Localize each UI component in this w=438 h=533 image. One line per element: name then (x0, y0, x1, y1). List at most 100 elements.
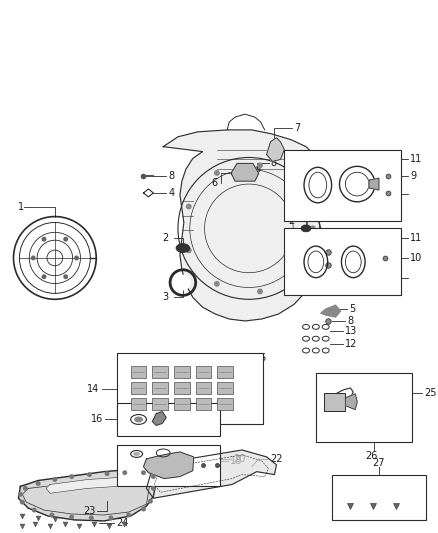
Circle shape (151, 474, 156, 479)
Bar (174, 398, 190, 409)
Circle shape (53, 477, 57, 482)
Circle shape (214, 170, 220, 176)
Circle shape (63, 237, 68, 241)
Circle shape (89, 515, 94, 520)
Bar (316, 373, 412, 442)
Circle shape (295, 266, 301, 272)
Text: 7: 7 (294, 123, 300, 133)
Text: 8: 8 (271, 158, 277, 168)
Circle shape (151, 486, 156, 491)
Circle shape (141, 470, 146, 475)
Text: 17: 17 (230, 415, 243, 424)
Polygon shape (267, 138, 284, 161)
Circle shape (148, 499, 153, 504)
Circle shape (186, 247, 192, 253)
Circle shape (18, 492, 23, 497)
Text: 1: 1 (18, 201, 25, 212)
Text: 27: 27 (373, 458, 385, 468)
Text: 21: 21 (346, 490, 358, 499)
Polygon shape (346, 394, 357, 409)
Ellipse shape (133, 452, 140, 456)
Bar (117, 403, 220, 436)
Circle shape (186, 204, 192, 209)
Text: 9: 9 (410, 171, 417, 181)
Circle shape (31, 255, 35, 261)
Bar (117, 353, 263, 424)
Text: 26: 26 (366, 451, 378, 461)
Bar (131, 382, 146, 394)
Bar (196, 382, 212, 394)
Text: 14: 14 (87, 384, 99, 394)
Circle shape (35, 481, 41, 486)
Bar (217, 382, 233, 394)
Circle shape (74, 255, 79, 261)
Bar (324, 393, 346, 410)
Text: 22: 22 (271, 454, 283, 464)
Circle shape (257, 288, 263, 294)
Text: 15: 15 (255, 353, 267, 364)
Text: 25: 25 (424, 388, 437, 398)
Circle shape (126, 513, 131, 518)
Text: 12: 12 (346, 338, 358, 349)
Bar (284, 229, 400, 295)
Circle shape (42, 237, 46, 241)
Bar (131, 398, 146, 409)
Bar (196, 366, 212, 378)
Circle shape (69, 514, 74, 520)
Text: 4: 4 (168, 188, 174, 198)
Bar (131, 366, 146, 378)
Text: 3: 3 (162, 292, 168, 302)
Bar (152, 382, 168, 394)
Bar (284, 150, 400, 221)
Text: 2: 2 (288, 215, 294, 225)
Text: 20: 20 (233, 454, 245, 464)
Polygon shape (144, 452, 194, 479)
Text: 11: 11 (410, 155, 423, 165)
Polygon shape (321, 305, 340, 317)
Bar (217, 366, 233, 378)
Polygon shape (163, 130, 324, 321)
Text: 23: 23 (83, 506, 95, 516)
Text: 8: 8 (168, 171, 174, 181)
Text: 24: 24 (116, 518, 128, 528)
Text: 12: 12 (343, 247, 355, 257)
Circle shape (310, 225, 316, 231)
Circle shape (122, 470, 127, 475)
Text: 21: 21 (185, 467, 198, 478)
Circle shape (63, 274, 68, 279)
Ellipse shape (134, 416, 143, 423)
Circle shape (175, 274, 191, 290)
Bar (152, 366, 168, 378)
Polygon shape (369, 178, 379, 190)
Text: 2: 2 (162, 233, 168, 243)
Circle shape (141, 506, 146, 512)
Polygon shape (231, 164, 259, 181)
Bar (174, 382, 190, 394)
Text: 19: 19 (192, 445, 204, 455)
Text: 6: 6 (211, 178, 217, 188)
Bar (217, 398, 233, 409)
Circle shape (214, 281, 220, 287)
Ellipse shape (301, 225, 311, 232)
Circle shape (257, 163, 263, 168)
Text: 13: 13 (346, 326, 358, 336)
Polygon shape (46, 475, 138, 494)
Polygon shape (18, 468, 158, 521)
Circle shape (69, 474, 74, 479)
Bar (332, 474, 426, 520)
Bar (152, 398, 168, 409)
Polygon shape (152, 411, 166, 425)
Circle shape (32, 507, 37, 513)
Circle shape (20, 500, 25, 505)
Ellipse shape (176, 244, 190, 253)
Text: 20: 20 (369, 490, 381, 499)
Text: 17: 17 (392, 490, 403, 499)
Text: 10: 10 (410, 253, 423, 263)
Bar (196, 398, 212, 409)
Circle shape (42, 274, 46, 279)
Circle shape (109, 515, 113, 520)
Circle shape (105, 471, 110, 476)
Polygon shape (146, 450, 276, 498)
Text: 13: 13 (343, 260, 355, 270)
Text: 11: 11 (410, 233, 423, 243)
